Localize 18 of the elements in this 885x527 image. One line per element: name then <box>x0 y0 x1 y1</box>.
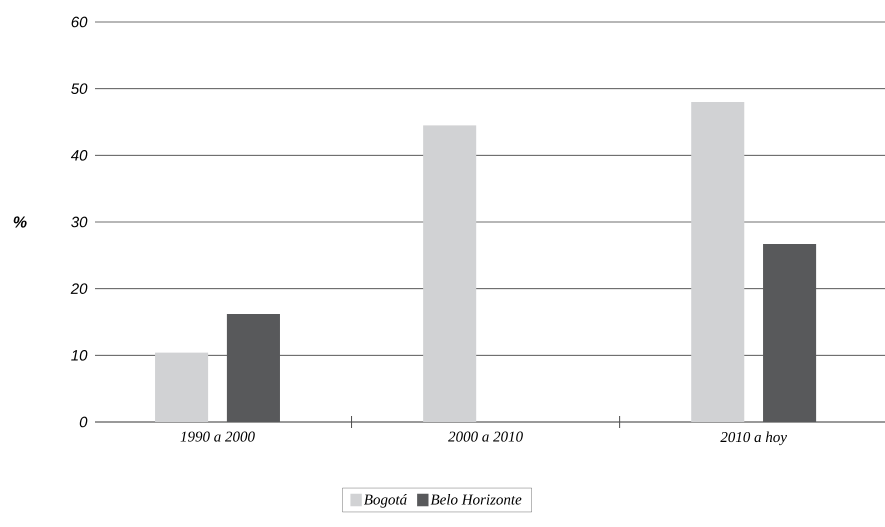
y-tick-label: 10 <box>71 350 88 361</box>
y-tick-label: 60 <box>72 16 88 28</box>
bar <box>423 125 476 422</box>
x-tick-label: 2000 a 2010 <box>448 432 523 442</box>
y-axis-title: % <box>14 216 27 228</box>
y-tick-label: 20 <box>70 283 88 294</box>
bar <box>155 352 208 422</box>
x-tick-label: 1990 a 2000 <box>180 432 255 442</box>
y-tick-label: 30 <box>71 216 88 228</box>
legend-label: Belo Horizonte <box>430 494 522 505</box>
y-tick-label: 0 <box>80 416 88 428</box>
bar <box>691 102 744 422</box>
legend-label: Bogotá <box>364 494 407 508</box>
y-tick-label: 40 <box>70 150 88 161</box>
bar <box>763 244 816 422</box>
x-tick-label: 2010 a hoy <box>720 432 787 446</box>
bar <box>226 314 280 422</box>
y-tick-label: 50 <box>71 83 88 94</box>
